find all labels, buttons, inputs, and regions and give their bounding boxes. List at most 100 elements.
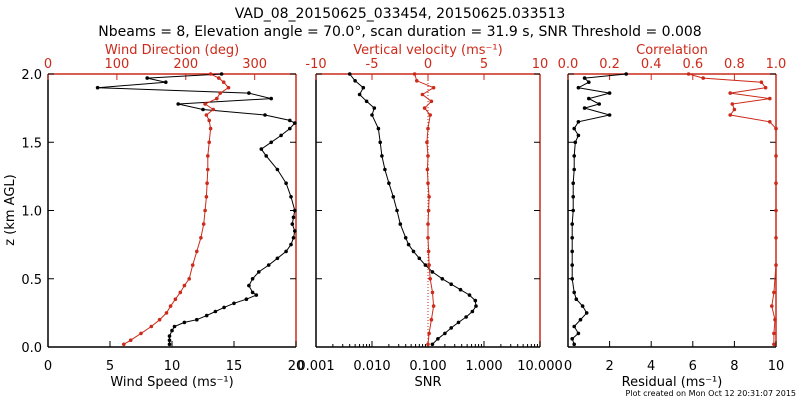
data-point [607,113,612,117]
top-tick-label: 0.8 [724,57,745,72]
data-point [426,249,431,254]
data-point [195,249,199,254]
data-point [167,338,172,343]
data-point [728,113,732,117]
data-point [770,304,774,308]
data-point [774,208,778,213]
data-point [376,126,381,131]
data-point [425,167,430,172]
data-point [624,72,628,76]
data-point [772,331,776,336]
data-point [430,270,435,274]
bottom-tick-label: 4 [647,359,655,374]
data-point [572,126,576,131]
data-point [576,120,581,124]
data-point [427,195,431,199]
data-point [247,91,251,95]
data-point [426,342,430,347]
data-point [275,167,280,172]
data-point [145,76,149,80]
data-point [284,181,288,185]
data-point [425,140,429,145]
data-point [728,91,732,95]
data-point [730,102,735,106]
data-point [269,140,274,145]
data-point [288,118,292,123]
bottom-tick-label: 0.010 [353,359,390,374]
data-point [411,249,416,254]
bottom-tick-label: 10 [164,359,181,374]
data-point [570,263,574,267]
data-point [244,297,249,302]
data-point [207,118,211,123]
data-point [403,236,408,240]
data-point [415,79,419,83]
data-point [217,76,221,80]
data-point [201,222,206,226]
data-point [427,331,431,336]
data-point [464,315,468,319]
y-axis-label: z (km AGL) [3,174,18,245]
bottom-tick-label: 5 [106,359,114,374]
data-point [199,236,203,240]
data-point [576,85,581,90]
data-point [571,181,575,185]
data-point [449,282,454,287]
data-point [269,96,274,101]
data-point [732,107,737,112]
data-point [266,263,271,267]
data-point [582,106,587,110]
data-point [387,181,391,185]
data-point [572,167,576,172]
data-point [449,326,454,330]
data-point [176,102,180,106]
data-point [372,106,377,110]
data-point [773,317,777,322]
data-point [170,328,174,333]
data-point [204,195,209,199]
data-point [291,236,296,240]
data-point [412,72,417,76]
data-point [203,102,207,106]
y-tick-label: 0.5 [21,273,42,288]
data-point [772,342,776,347]
series-line [571,73,627,345]
data-point [226,85,231,90]
data-point [686,72,691,76]
data-point [774,181,778,185]
top-tick-label: -5 [366,57,379,72]
data-point [582,76,587,80]
data-point [370,113,374,117]
data-point [456,320,461,325]
panel-residual: 0 2 4 6 8 10 0.0 0.2 0.4 0.6 0.8 1.0 Residual (ms⁻¹)… [558,43,787,390]
data-point [576,331,581,336]
data-point [572,290,576,295]
panel-snr: 0.001 0.010 0.100 1.000 10.000 -10 -5 0 5 10 SNR Ve… [297,43,562,390]
data-point [768,120,772,124]
data-point [279,133,283,138]
data-point [597,102,601,106]
data-point [428,113,433,117]
data-point [423,263,428,267]
data-point [211,107,216,112]
bottom-tick-label: 10 [768,359,785,374]
data-point [204,113,209,117]
data-point [763,85,768,90]
data-point [293,208,297,213]
data-point [426,154,430,158]
bottom-tick-label: 0.100 [409,359,446,374]
data-point [203,208,207,213]
top-tick-label: 0.2 [599,57,620,72]
data-point [164,311,169,315]
data-point [474,304,478,308]
top-tick-label: 0 [424,57,432,72]
data-point [167,334,172,338]
data-point [701,76,705,80]
data-point [398,222,403,226]
data-point [426,208,431,213]
data-point [431,85,436,90]
data-point [443,331,447,336]
